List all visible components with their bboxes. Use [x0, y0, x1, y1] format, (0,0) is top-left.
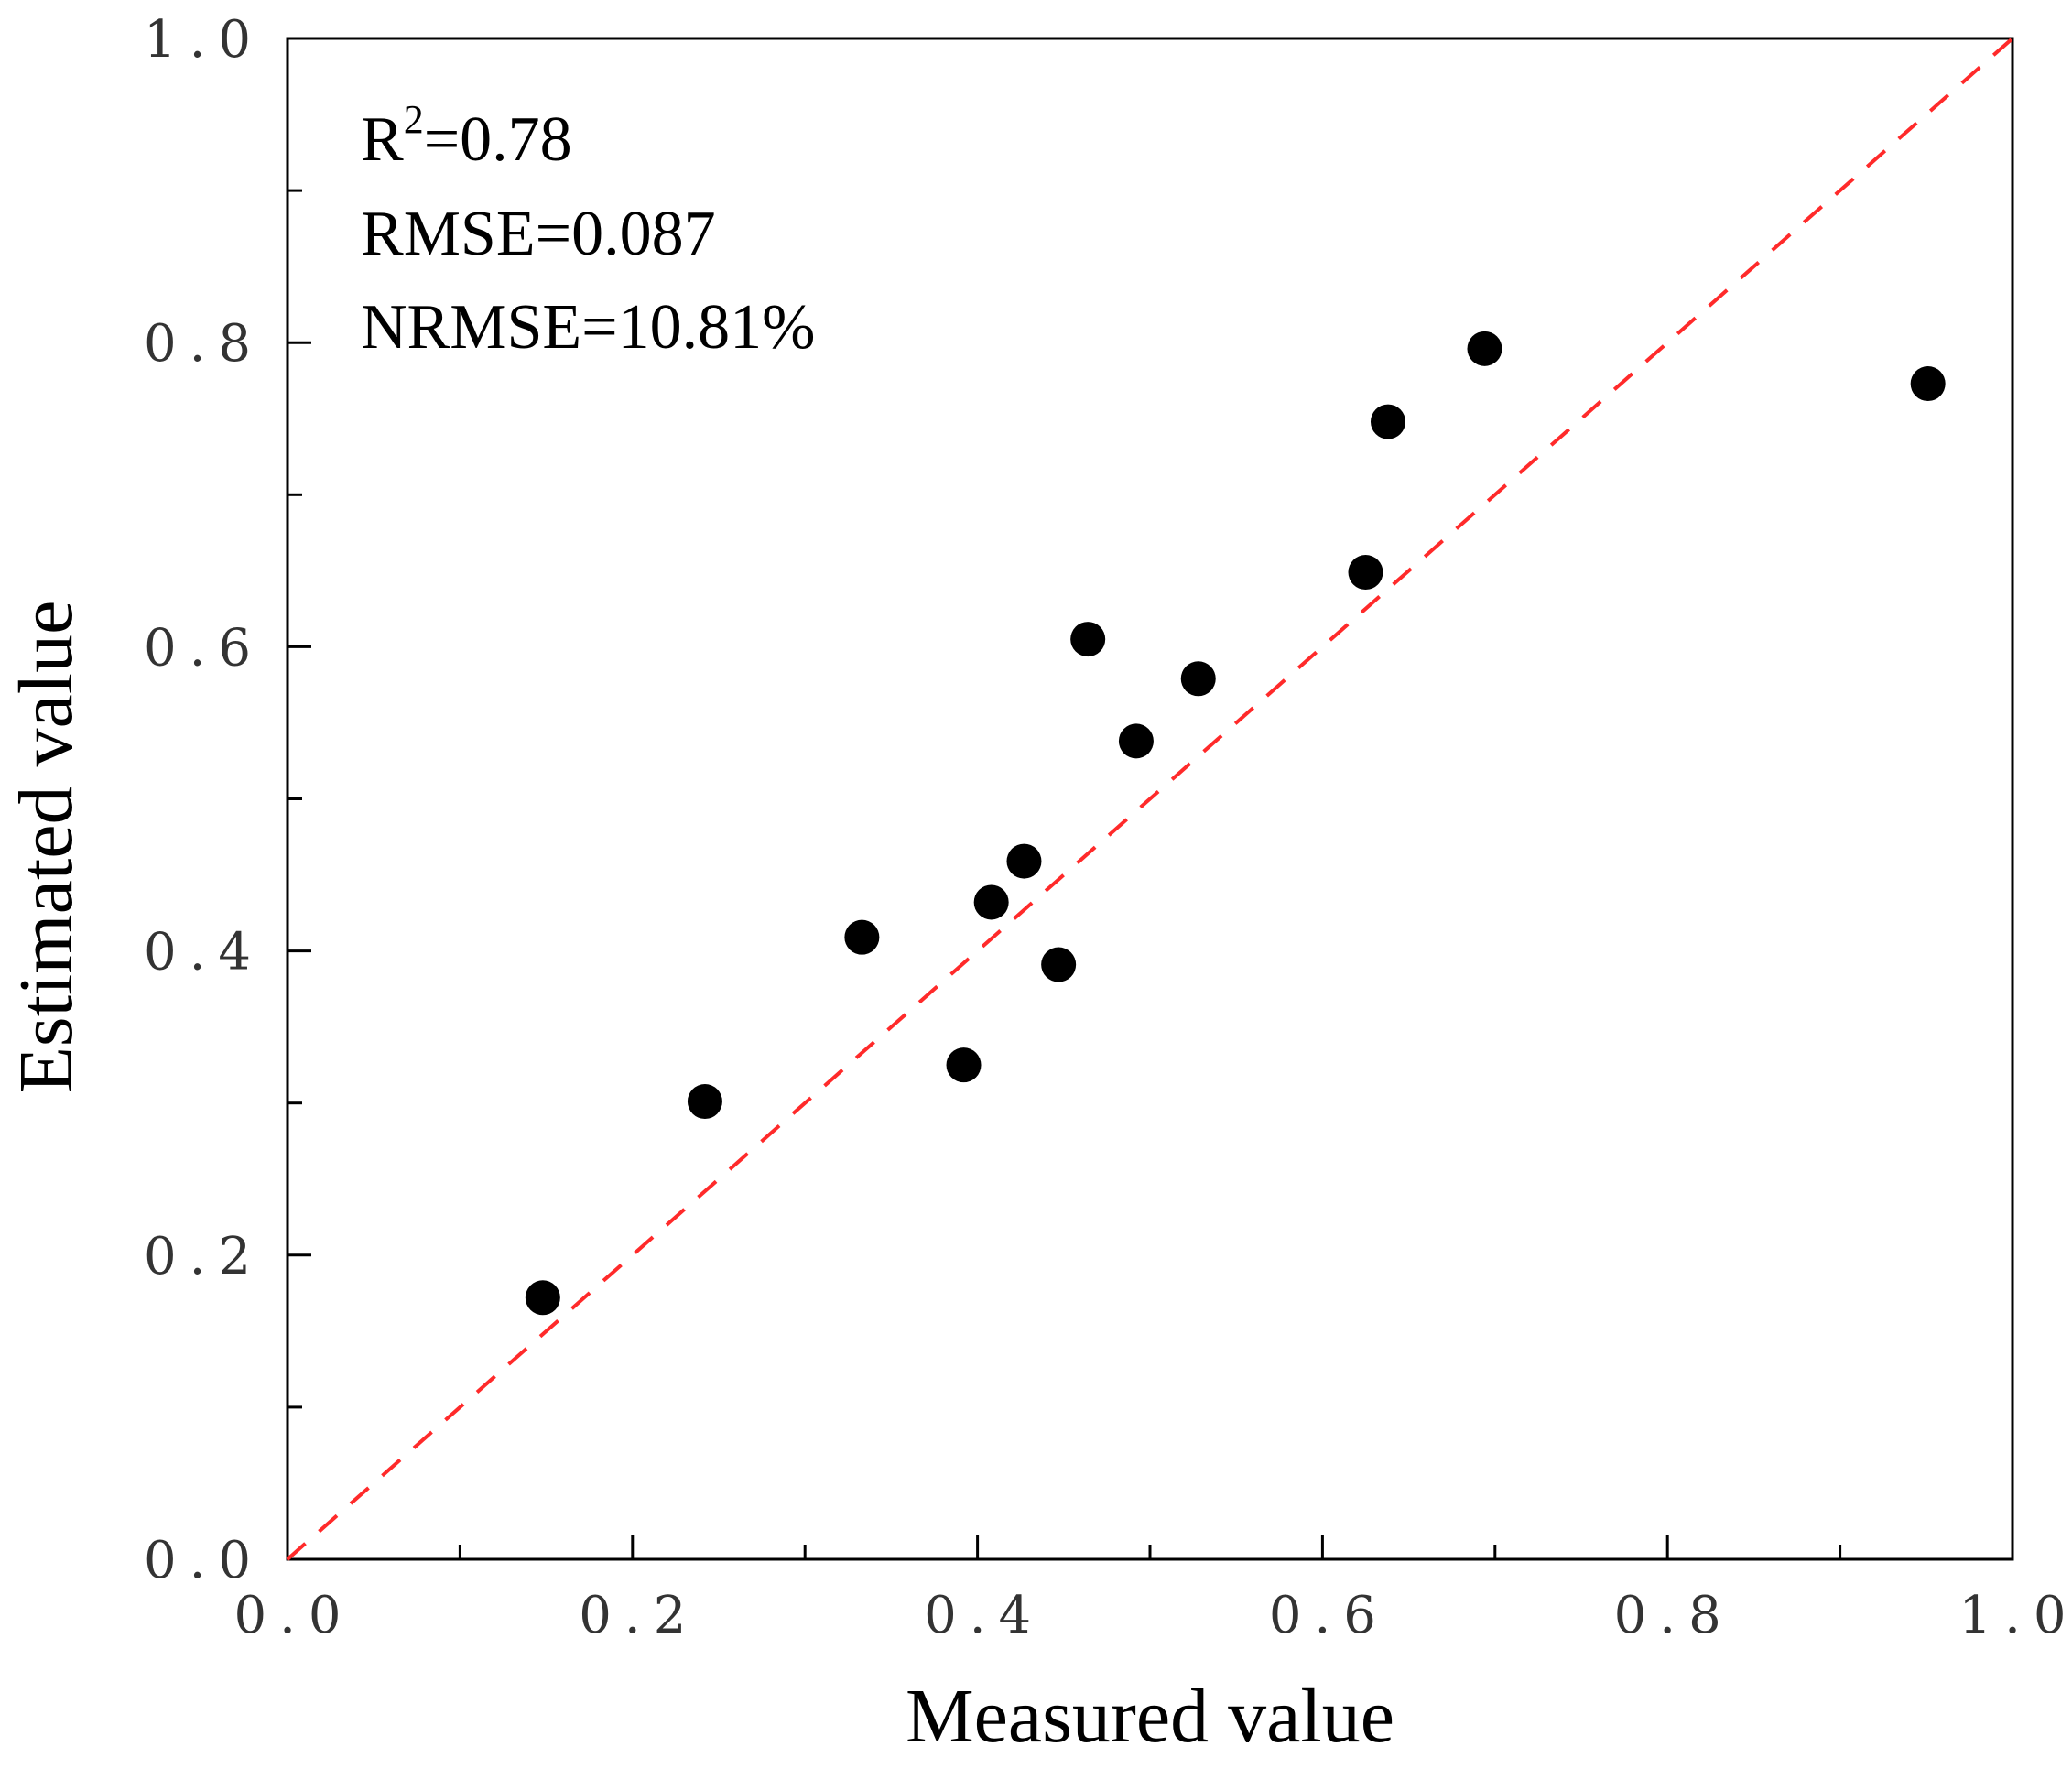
- data-point: [525, 1280, 560, 1316]
- data-point: [1070, 622, 1106, 657]
- r2-label: R: [361, 104, 404, 175]
- y-axis-tick-labels: 0.0 0.2 0.4 0.6 0.8 1.0: [144, 10, 264, 1590]
- data-point: [1118, 723, 1154, 759]
- x-tick-label: 0.0: [233, 1586, 353, 1645]
- x-tick-label: 0.8: [1614, 1586, 1734, 1645]
- one-to-one-line: [286, 37, 2014, 1561]
- x-tick-label: 1.0: [1958, 1586, 2072, 1645]
- x-axis-title: Measured value: [906, 1674, 1394, 1759]
- data-point: [1006, 843, 1042, 879]
- data-points: [525, 331, 1946, 1316]
- x-tick-label: 0.4: [924, 1586, 1044, 1645]
- data-point: [1180, 661, 1216, 697]
- data-point: [1370, 404, 1405, 439]
- data-point: [973, 884, 1009, 920]
- data-point: [1910, 366, 1946, 402]
- y-tick-label: 1.0: [144, 10, 264, 70]
- data-point: [1348, 555, 1383, 591]
- rmse-annotation: RMSE=0.087: [361, 199, 716, 269]
- data-point: [844, 919, 880, 955]
- y-axis-ticks: [287, 189, 311, 1409]
- r2-annotation: R2=0.78: [361, 97, 572, 175]
- x-axis-tick-labels: 0.0 0.2 0.4 0.6 0.8 1.0: [233, 1586, 2072, 1645]
- y-tick-label: 0.0: [144, 1531, 264, 1590]
- y-tick-label: 0.6: [144, 618, 264, 678]
- nrmse-annotation: NRMSE=10.81%: [361, 292, 815, 363]
- r2-value: =0.78: [424, 104, 572, 175]
- data-point: [687, 1084, 722, 1120]
- x-tick-label: 0.6: [1269, 1586, 1389, 1645]
- stats-annotation: R2=0.78 RMSE=0.087 NRMSE=10.81%: [361, 97, 815, 363]
- y-axis-title: Estimated value: [4, 601, 89, 1094]
- x-axis-ticks: [458, 1535, 1842, 1559]
- r2-superscript: 2: [404, 97, 424, 142]
- data-point: [1467, 331, 1502, 366]
- data-point: [1041, 947, 1077, 982]
- data-point: [946, 1047, 982, 1083]
- y-tick-label: 0.8: [144, 314, 264, 374]
- y-tick-label: 0.2: [144, 1227, 264, 1286]
- x-tick-label: 0.2: [579, 1586, 699, 1645]
- y-tick-label: 0.4: [144, 923, 264, 982]
